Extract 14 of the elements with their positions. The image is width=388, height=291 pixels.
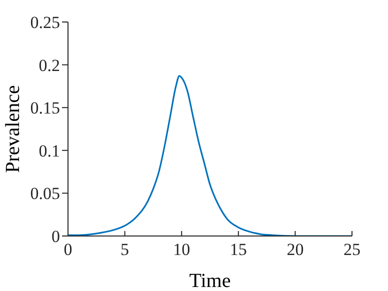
y-tick-label: 0.1 [38, 141, 60, 160]
y-axis-title: Prevalence [2, 85, 24, 173]
y-tick-label: 0.05 [30, 184, 60, 204]
y-tick-label: 0.25 [30, 13, 60, 32]
x-axis-title: Time [189, 270, 231, 291]
y-tick-label: 0.2 [38, 56, 60, 75]
x-tick-label: 20 [286, 240, 304, 260]
y-tick-label: 0.15 [30, 98, 60, 118]
x-tick-label: 25 [344, 240, 360, 260]
x-tick-label: 10 [173, 240, 190, 260]
x-tick-label: 0 [64, 240, 72, 260]
x-tick-label: 5 [120, 240, 130, 260]
x-tick-label: 15 [230, 240, 247, 260]
y-tick-label: 0 [52, 227, 60, 246]
